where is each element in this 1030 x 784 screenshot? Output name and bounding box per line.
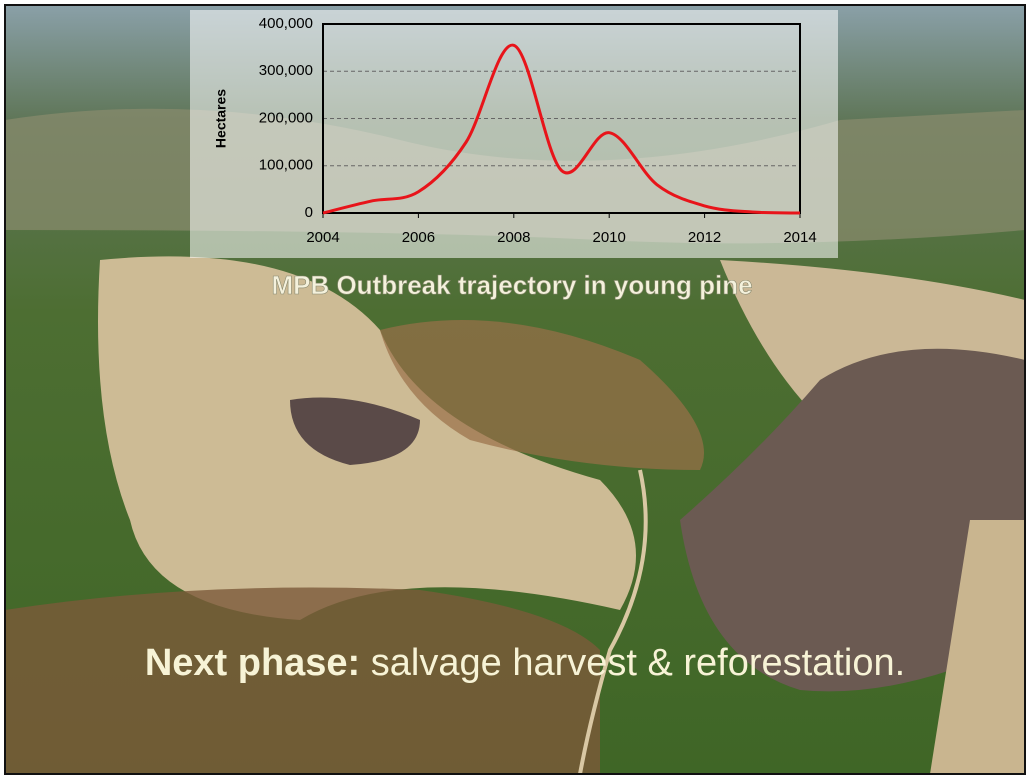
chart-panel bbox=[190, 10, 838, 258]
y-axis-label: Hectares bbox=[213, 89, 229, 148]
footer-lead: Next phase: bbox=[145, 642, 360, 684]
y-tick-label: 400,000 bbox=[259, 15, 313, 32]
y-tick-label: 0 bbox=[305, 204, 313, 221]
footer-text: salvage harvest & reforestation. bbox=[371, 642, 905, 684]
y-tick-label: 100,000 bbox=[259, 157, 313, 174]
x-tick-label: 2008 bbox=[497, 229, 530, 246]
slide: 0 100,000 200,000 300,000 400,000 2004 2006 200… bbox=[0, 0, 1030, 779]
x-tick-label: 2012 bbox=[688, 229, 721, 246]
x-tick-label: 2010 bbox=[593, 229, 626, 246]
x-tick-label: 2006 bbox=[402, 229, 435, 246]
y-tick-label: 300,000 bbox=[259, 62, 313, 79]
footer: Next phase: salvage harvest & reforestat… bbox=[145, 642, 905, 684]
x-tick-label: 2004 bbox=[306, 229, 339, 246]
page: 0 100,000 200,000 300,000 400,000 2004 2006 200… bbox=[0, 0, 1030, 779]
caption: MPB Outbreak trajectory in young pine bbox=[271, 270, 752, 300]
x-tick-label: 2014 bbox=[783, 229, 816, 246]
y-tick-label: 200,000 bbox=[259, 109, 313, 126]
